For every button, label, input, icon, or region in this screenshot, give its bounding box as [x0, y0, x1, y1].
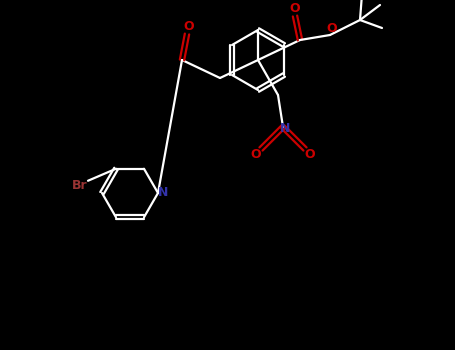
Text: O: O [305, 148, 315, 161]
Text: N: N [158, 187, 168, 199]
Text: N: N [280, 122, 290, 135]
Text: O: O [327, 22, 337, 35]
Text: O: O [184, 21, 194, 34]
Text: O: O [251, 148, 261, 161]
Text: Br: Br [72, 179, 88, 192]
Text: O: O [290, 2, 300, 15]
